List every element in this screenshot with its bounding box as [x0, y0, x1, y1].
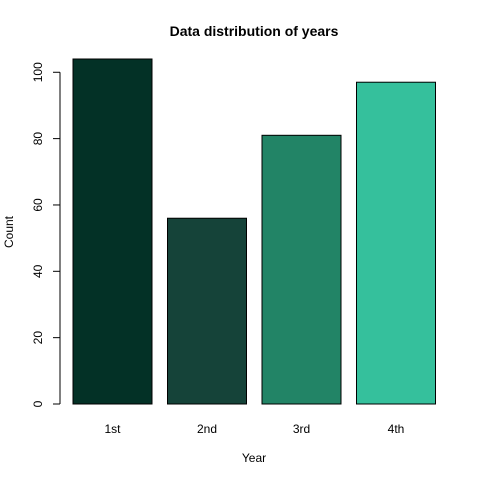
- bar-2nd: [167, 217, 247, 405]
- y-tick-label: 80: [31, 132, 45, 146]
- x-tick-label: 3rd: [293, 422, 310, 436]
- bar-3rd: [261, 134, 342, 405]
- y-tick-label: 0: [31, 400, 45, 407]
- x-tick-label: 1st: [104, 422, 121, 436]
- y-tick-label: 100: [31, 62, 45, 82]
- bars-layer: [72, 58, 436, 405]
- x-axis-label: Year: [242, 451, 266, 465]
- x-tick-label: 4th: [388, 422, 405, 436]
- bar-1st: [72, 58, 153, 405]
- y-axis-label: Count: [2, 215, 16, 248]
- x-tick-labels: 1st 2nd 3rd 4th: [104, 422, 404, 436]
- bar-4th: [356, 81, 436, 405]
- y-tick-label: 60: [31, 198, 45, 212]
- y-tick-label: 40: [31, 264, 45, 278]
- y-axis: 0 20 40 60 80 100: [31, 62, 61, 407]
- x-tick-label: 2nd: [197, 422, 217, 436]
- y-tick-label: 20: [31, 331, 45, 345]
- chart-title: Data distribution of years: [170, 23, 339, 39]
